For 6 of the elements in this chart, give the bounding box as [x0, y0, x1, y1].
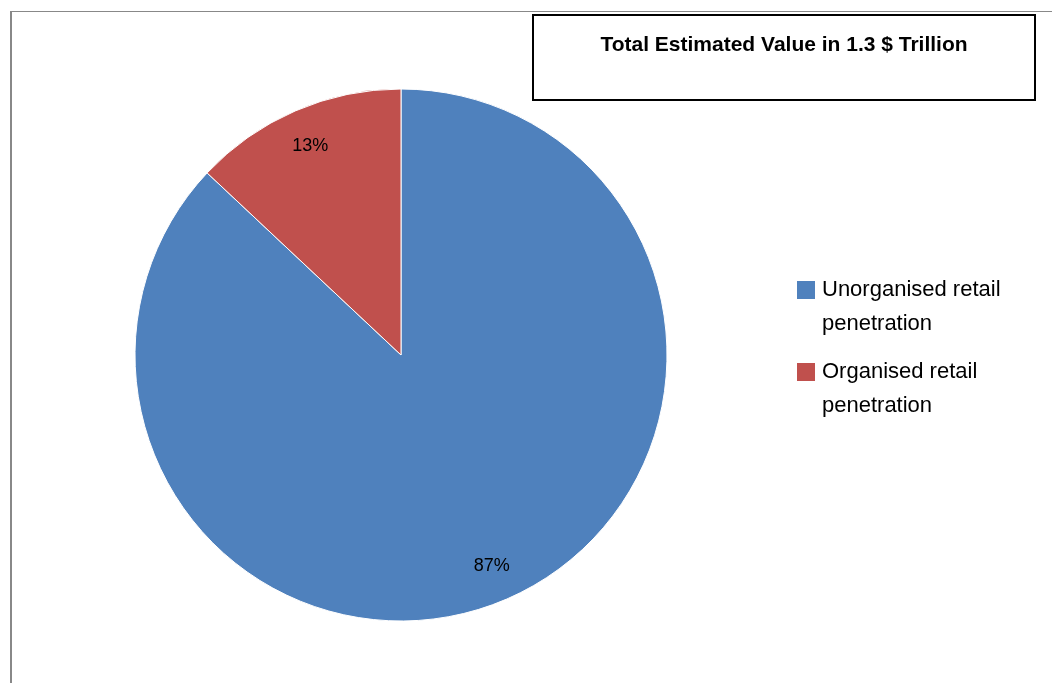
data-label: 87% — [473, 554, 510, 575]
legend-label: Unorganised retail penetration — [822, 275, 1002, 337]
pie-slice — [134, 88, 668, 622]
legend-label: Organised retail penetration — [822, 357, 979, 419]
chart-title: Total Estimated Value in 1.3 $ Trillion — [600, 32, 968, 55]
data-label: 13% — [292, 135, 329, 156]
